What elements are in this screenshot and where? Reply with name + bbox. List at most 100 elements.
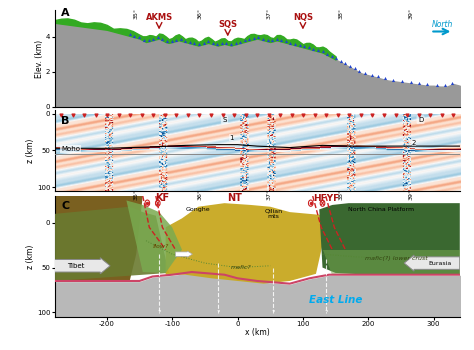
Point [314,47,322,52]
Point [273,36,281,42]
Point [218,40,226,46]
Point [361,70,369,76]
Point [255,35,262,40]
Text: 38°: 38° [338,8,343,19]
Y-axis label: z (km): z (km) [27,138,36,163]
Point [427,112,434,118]
Text: 39°: 39° [408,189,413,201]
Point [191,40,198,46]
Text: Qilian
mts: Qilian mts [264,209,283,219]
Text: flow?: flow? [153,244,169,249]
Point [332,56,340,61]
Point [173,112,180,118]
Polygon shape [55,196,143,281]
Point [438,112,446,118]
FancyArrow shape [404,255,460,271]
Text: D: D [418,117,423,123]
Point [204,39,212,44]
Point [184,112,191,118]
Point [168,38,175,43]
Point [145,37,153,43]
Point [207,112,215,118]
Text: Tibet: Tibet [67,263,84,269]
Point [328,53,336,59]
Polygon shape [127,201,182,273]
Point [149,36,157,42]
Point [219,112,226,118]
Text: SQS: SQS [218,20,237,29]
Point [246,36,253,42]
Point [407,79,415,85]
Text: 35°: 35° [134,189,139,201]
Point [265,112,273,118]
Text: C: C [61,201,69,211]
Point [259,36,267,42]
Text: East Line: East Line [309,295,362,305]
X-axis label: x (km): x (km) [245,328,270,337]
Point [300,112,307,118]
Text: 36°: 36° [198,8,203,19]
Point [140,37,148,42]
Point [296,42,303,48]
Point [232,40,239,46]
Text: 1: 1 [229,134,233,140]
Point [369,112,376,118]
Point [346,63,354,69]
Point [264,37,272,43]
Point [415,80,423,86]
Point [351,65,358,71]
Text: Moho: Moho [61,146,80,152]
Point [241,38,248,43]
Point [342,61,349,66]
Point [115,112,122,118]
Point [126,32,134,37]
Point [136,34,143,40]
Text: North China Platform: North China Platform [348,207,414,212]
Point [80,112,88,118]
Text: S: S [222,117,227,123]
Point [268,37,276,43]
Point [195,41,203,47]
Point [319,48,326,54]
Text: NQS: NQS [293,13,313,22]
Point [161,112,169,118]
Point [368,72,375,78]
Point [357,112,365,118]
FancyArrow shape [175,251,192,257]
Text: North: North [432,20,453,29]
Y-axis label: z (km): z (km) [27,244,36,268]
Point [253,112,261,118]
Point [334,112,342,118]
Text: 36°: 36° [198,189,203,201]
Text: ?: ? [324,310,328,315]
Point [103,112,111,118]
Point [130,33,138,38]
Polygon shape [165,203,329,284]
Text: Gonghe: Gonghe [186,207,210,212]
Point [403,112,411,118]
Point [230,112,238,118]
Point [138,112,146,118]
Point [389,77,397,83]
Point [448,80,456,86]
Point [442,83,449,88]
Point [213,41,221,47]
Point [196,112,203,118]
Point [291,41,299,47]
Point [380,112,388,118]
Point [287,40,294,45]
Point [159,36,166,42]
Text: AKMS: AKMS [146,13,173,22]
Point [323,51,331,56]
Text: 2: 2 [412,140,416,146]
Point [310,46,317,51]
Text: mafic(?) lower crust: mafic(?) lower crust [365,257,428,261]
Point [399,78,406,84]
Point [182,38,189,43]
Point [374,74,382,79]
Point [154,35,162,40]
Text: 39°: 39° [408,8,413,19]
Text: ?: ? [216,310,219,315]
Point [172,37,180,42]
Point [186,39,193,44]
